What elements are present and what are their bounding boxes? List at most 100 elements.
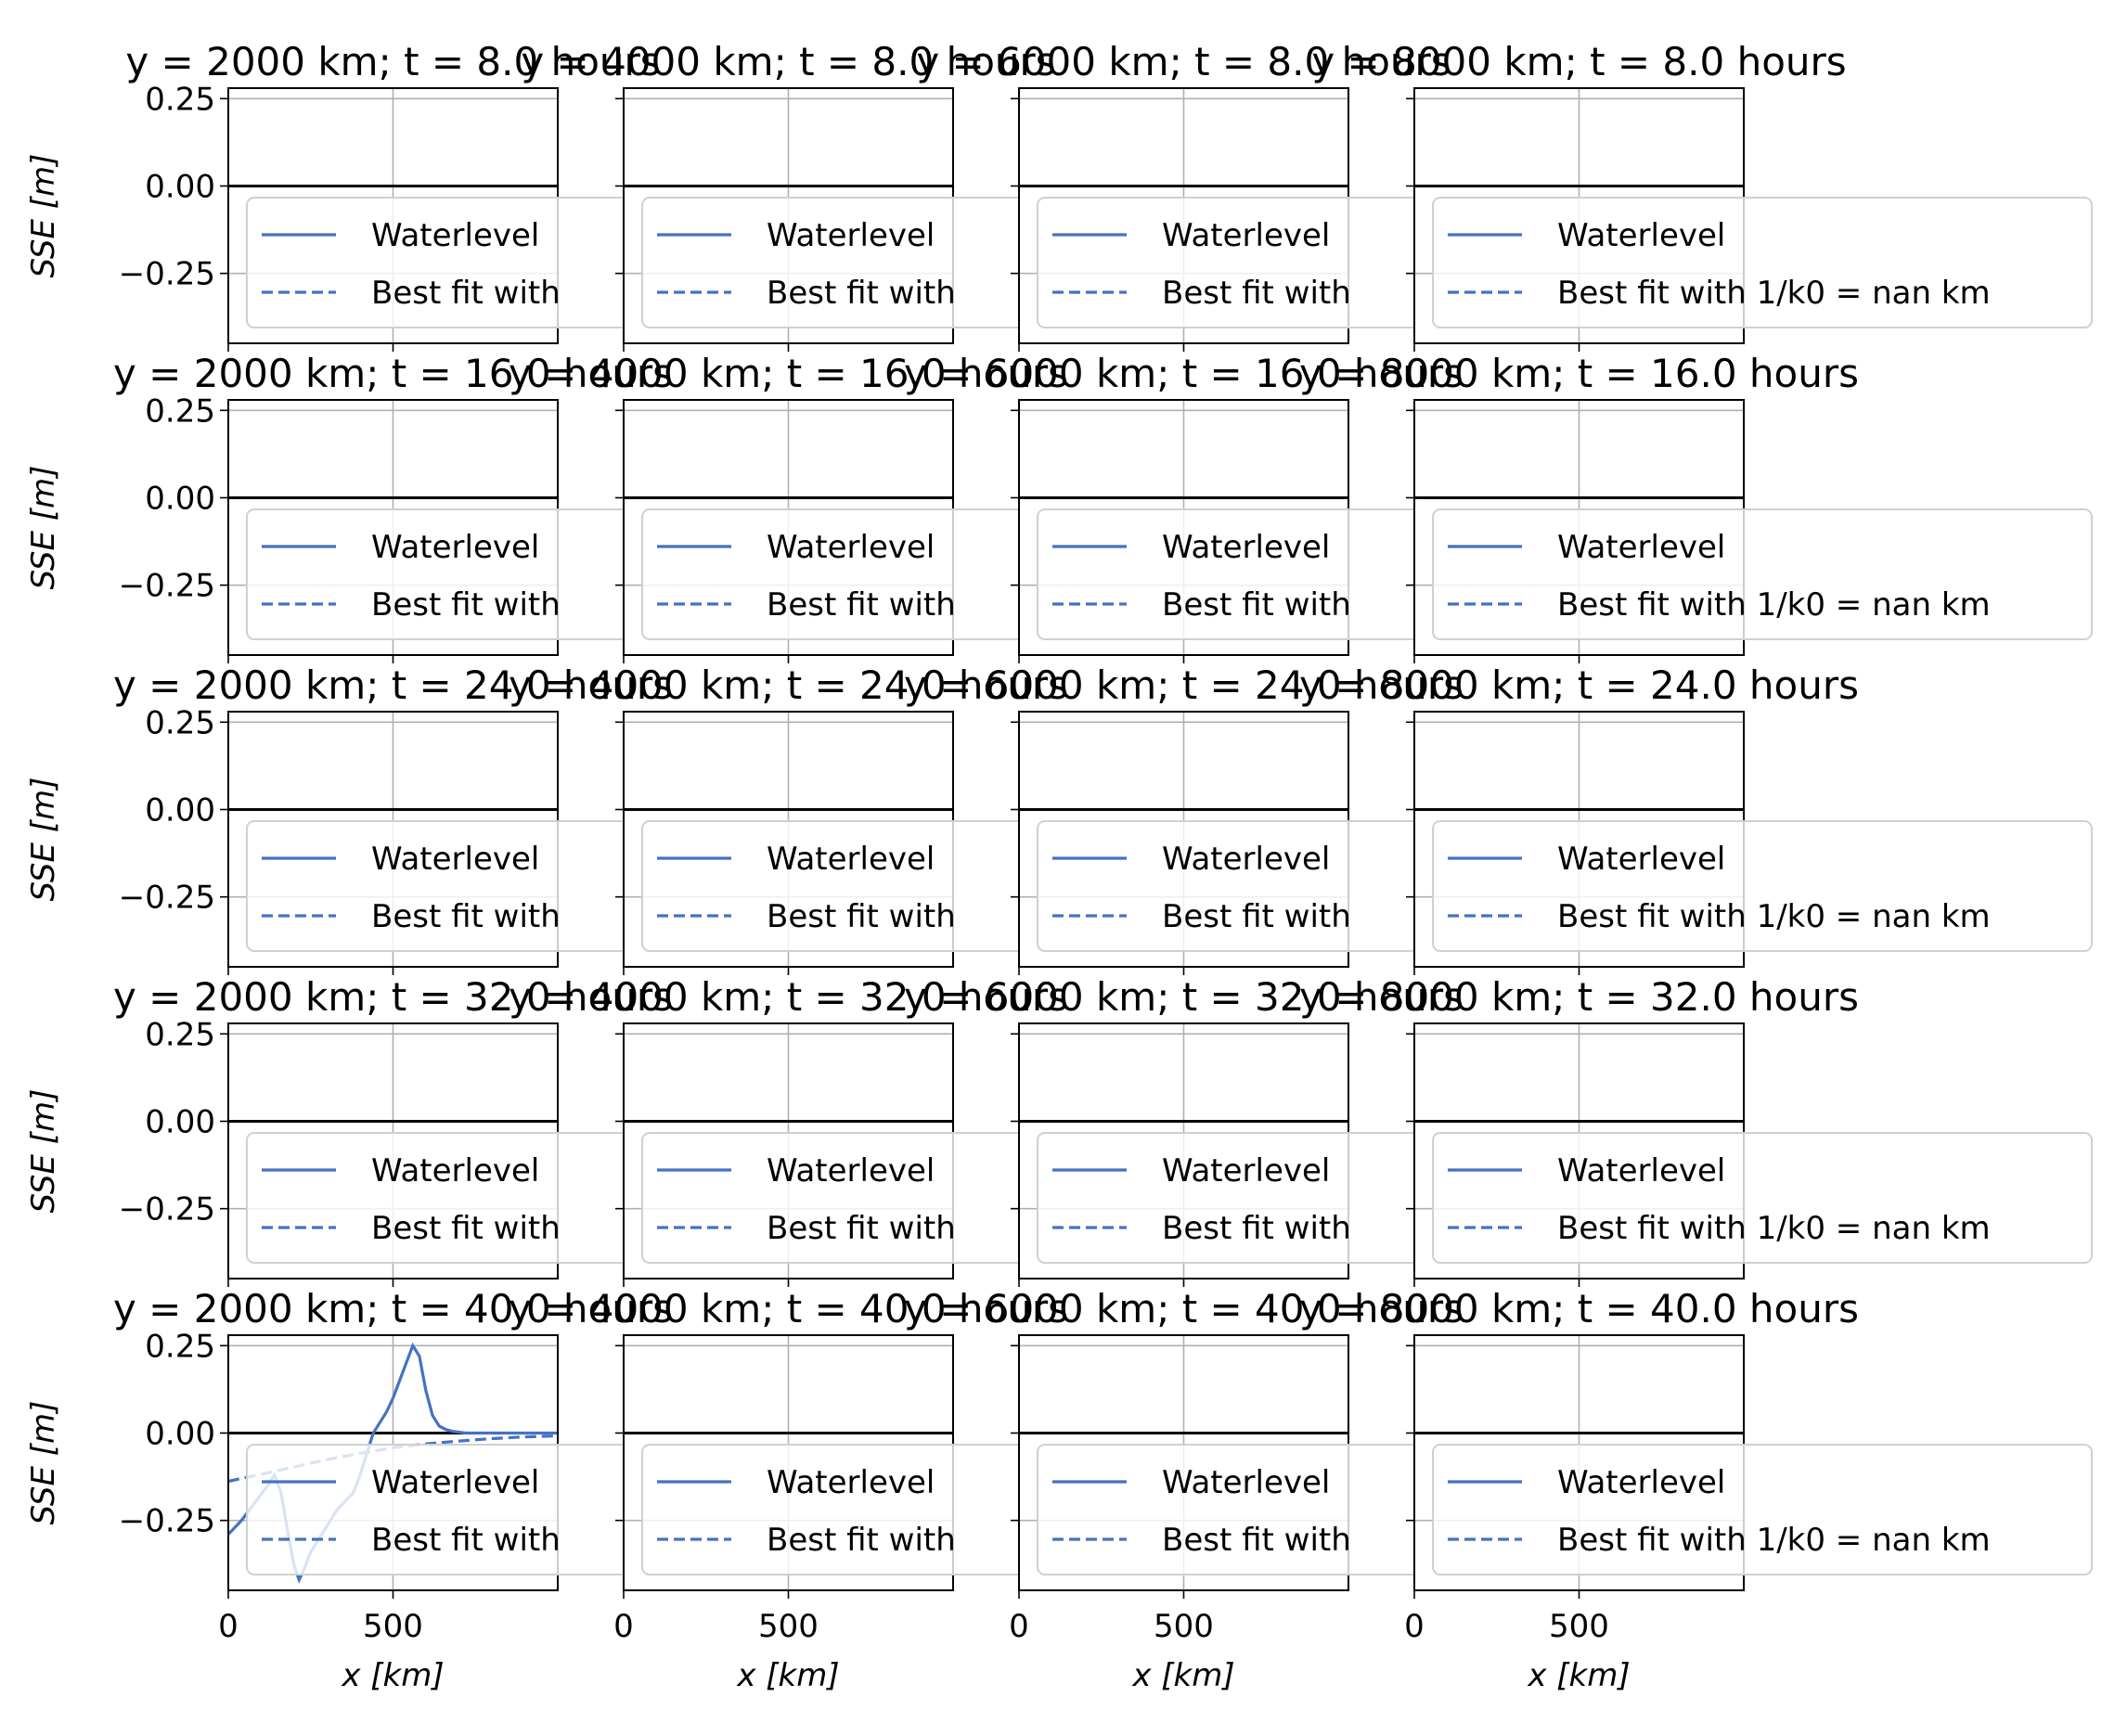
- panel-r2-c2: y = 6000 km; t = 24.0 hours Waterlevel Bes…: [904, 662, 1464, 975]
- legend-label-bestfit: Best fit with: [1162, 586, 1351, 624]
- legend-label-waterlevel: Waterlevel: [1162, 529, 1330, 566]
- y-axis-label: SSE [m]: [25, 466, 62, 590]
- legend-label-waterlevel: Waterlevel: [1557, 841, 1725, 878]
- y-tick-label: 0.00: [145, 1103, 215, 1140]
- legend: Waterlevel Best fit with 1/k0 = nan km: [1432, 1132, 2093, 1264]
- x-tick-label: 500: [758, 1608, 819, 1645]
- legend-label-bestfit: Best fit with: [371, 586, 561, 624]
- legend-box: [1432, 1444, 2093, 1575]
- legend-box: [1432, 197, 2093, 328]
- legend-label-bestfit: Best fit with: [767, 1210, 956, 1247]
- panel-title: y = 6000 km; t = 16.0 hours: [904, 351, 1464, 396]
- panel-r3-c0: 0.25 0.00 −0.25 SSE [m] y = 2000 km; t = 32.…: [25, 974, 673, 1287]
- panel-r4-c2: 0 500 x [km] y = 6000 km; t = 40.0 hours Wat…: [904, 1286, 1464, 1694]
- y-tick-label: 0.00: [145, 168, 215, 205]
- legend-label-bestfit: Best fit with 1/k0 = nan km: [1557, 275, 1991, 312]
- legend-label-bestfit: Best fit with: [1162, 898, 1351, 935]
- y-tick-label: −0.25: [119, 1191, 215, 1228]
- panel-title: y = 2000 km; t = 8.0 hours: [125, 39, 660, 84]
- x-tick-label: 0: [218, 1608, 239, 1645]
- legend-label-waterlevel: Waterlevel: [767, 1464, 935, 1501]
- legend: Waterlevel Best fit with: [1037, 1444, 1428, 1575]
- legend-label-waterlevel: Waterlevel: [1557, 529, 1725, 566]
- x-axis-label: x [km]: [341, 1657, 444, 1694]
- panel-title: y = 8000 km; t = 16.0 hours: [1299, 351, 1859, 396]
- legend-label-bestfit: Best fit with 1/k0 = nan km: [1557, 1522, 1991, 1559]
- y-axis-label: SSE [m]: [25, 1089, 62, 1214]
- legend-label-waterlevel: Waterlevel: [371, 529, 539, 566]
- legend-label-bestfit: Best fit with: [1162, 275, 1351, 312]
- legend-label-bestfit: Best fit with: [1162, 1210, 1351, 1247]
- y-tick-label: 0.00: [145, 791, 215, 829]
- legend-label-waterlevel: Waterlevel: [371, 1464, 539, 1501]
- y-tick-label: −0.25: [119, 1503, 215, 1540]
- y-tick-label: 0.00: [145, 480, 215, 517]
- panel-title: y = 2000 km; t = 16.0 hours: [113, 351, 673, 396]
- legend: Waterlevel Best fit with: [1037, 508, 1428, 640]
- panel-r1-c3: y = 8000 km; t = 16.0 hours Waterlevel Bes…: [1299, 351, 2093, 663]
- legend: Waterlevel Best fit with: [641, 1132, 1033, 1264]
- y-tick-label: −0.25: [119, 256, 215, 293]
- legend: Waterlevel Best fit with: [246, 197, 638, 328]
- panel-title: y = 8000 km; t = 8.0 hours: [1311, 39, 1846, 84]
- legend: Waterlevel Best fit with 1/k0 = nan km: [1432, 1444, 2093, 1575]
- panel-title: y = 6000 km; t = 24.0 hours: [904, 662, 1464, 708]
- panel-title: y = 6000 km; t = 40.0 hours: [904, 1286, 1464, 1331]
- legend-box: [1432, 820, 2093, 952]
- y-tick-label: 0.25: [145, 704, 215, 741]
- x-tick-label: 0: [613, 1608, 634, 1645]
- y-axis-label: SSE [m]: [25, 154, 62, 278]
- legend-label-bestfit: Best fit with 1/k0 = nan km: [1557, 1210, 1991, 1247]
- panel-r4-c3: 0 500 x [km] y = 8000 km; t = 40.0 hours Wat…: [1299, 1286, 2093, 1694]
- panel-r2-c3: y = 8000 km; t = 24.0 hours Waterlevel Bes…: [1299, 662, 2093, 975]
- y-tick-label: 0.25: [145, 81, 215, 118]
- legend: Waterlevel Best fit with: [1037, 197, 1428, 328]
- panel-title: y = 4000 km; t = 40.0 hours: [509, 1286, 1068, 1331]
- legend: Waterlevel Best fit with: [641, 508, 1033, 640]
- legend-label-waterlevel: Waterlevel: [767, 841, 935, 878]
- panel-r4-c1: 0 500 x [km] y = 4000 km; t = 40.0 hours Wat…: [509, 1286, 1068, 1694]
- y-tick-label: 0.25: [145, 1016, 215, 1053]
- legend-label-bestfit: Best fit with: [767, 1522, 956, 1559]
- x-tick-label: 500: [363, 1608, 423, 1645]
- legend-label-bestfit: Best fit with: [767, 898, 956, 935]
- legend-label-waterlevel: Waterlevel: [1162, 841, 1330, 878]
- legend-box: [1432, 1132, 2093, 1264]
- panel-grid: 0.25 0.00 −0.25 SSE [m] y = 2000 km; t = 8.0…: [25, 39, 2093, 1694]
- panel-title: y = 2000 km; t = 24.0 hours: [113, 662, 673, 708]
- legend-label-waterlevel: Waterlevel: [767, 217, 935, 254]
- x-tick-label: 500: [1154, 1608, 1214, 1645]
- x-axis-label: x [km]: [1131, 1657, 1234, 1694]
- panel-title: y = 6000 km; t = 8.0 hours: [916, 39, 1451, 84]
- legend-label-waterlevel: Waterlevel: [1557, 1464, 1725, 1501]
- legend: Waterlevel Best fit with 1/k0 = nan km: [1432, 820, 2093, 952]
- panel-title: y = 2000 km; t = 40.0 hours: [113, 1286, 673, 1331]
- panel-r1-c1: y = 4000 km; t = 16.0 hours Waterlevel Bes…: [509, 351, 1068, 663]
- legend: Waterlevel Best fit with 1/k0 = nan km: [1432, 508, 2093, 640]
- legend-label-bestfit: Best fit with: [371, 1210, 561, 1247]
- legend-label-bestfit: Best fit with: [371, 898, 561, 935]
- panel-title: y = 4000 km; t = 32.0 hours: [509, 974, 1068, 1020]
- panel-r1-c0: 0.25 0.00 −0.25 SSE [m] y = 2000 km; t = 16.…: [25, 351, 673, 663]
- legend-label-bestfit: Best fit with 1/k0 = nan km: [1557, 586, 1991, 624]
- legend: Waterlevel Best fit with: [1037, 820, 1428, 952]
- legend-label-waterlevel: Waterlevel: [767, 529, 935, 566]
- x-tick-label: 0: [1404, 1608, 1425, 1645]
- panel-r3-c1: y = 4000 km; t = 32.0 hours Waterlevel Bes…: [509, 974, 1068, 1287]
- panel-r3-c3: y = 8000 km; t = 32.0 hours Waterlevel Bes…: [1299, 974, 2093, 1287]
- legend: Waterlevel Best fit with: [246, 1132, 638, 1264]
- panel-r0-c2: y = 6000 km; t = 8.0 hours Waterlevel Best…: [916, 39, 1451, 352]
- legend: Waterlevel Best fit with: [246, 508, 638, 640]
- legend-label-waterlevel: Waterlevel: [1557, 1152, 1725, 1189]
- y-tick-label: 0.25: [145, 1328, 215, 1365]
- y-tick-label: 0.25: [145, 392, 215, 430]
- legend: Waterlevel Best fit with: [641, 197, 1033, 328]
- panel-r0-c0: 0.25 0.00 −0.25 SSE [m] y = 2000 km; t = 8.0…: [25, 39, 661, 352]
- legend-label-bestfit: Best fit with: [371, 1522, 561, 1559]
- legend-label-bestfit: Best fit with 1/k0 = nan km: [1557, 898, 1991, 935]
- x-axis-label: x [km]: [736, 1657, 839, 1694]
- panel-title: y = 4000 km; t = 8.0 hours: [521, 39, 1055, 84]
- panel-r2-c0: 0.25 0.00 −0.25 SSE [m] y = 2000 km; t = 24.…: [25, 662, 673, 975]
- legend-label-waterlevel: Waterlevel: [767, 1152, 935, 1189]
